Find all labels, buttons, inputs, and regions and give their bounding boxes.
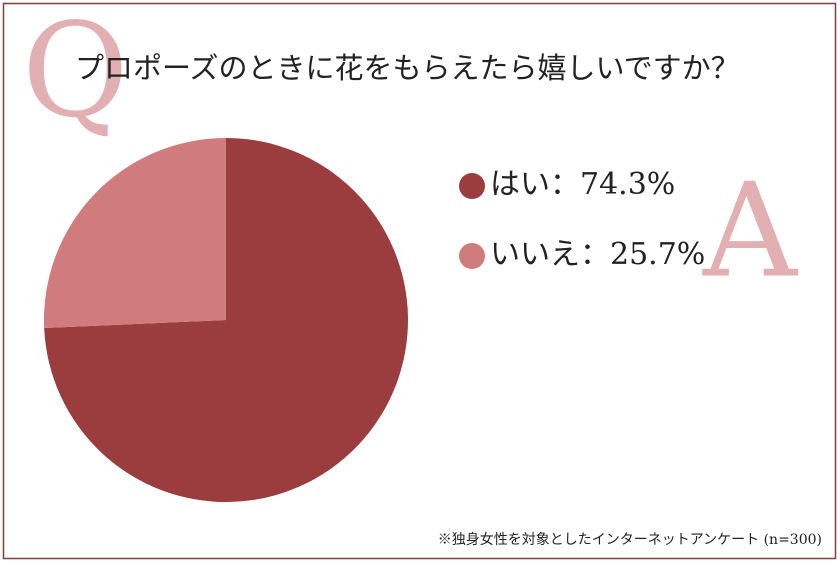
legend-label: はい: [490, 167, 550, 202]
chart-title: プロポーズのときに花をもらえたら嬉しいですか？: [75, 51, 740, 85]
legend-entry: はい：74.3%: [490, 167, 675, 202]
legend-separator: ：: [580, 237, 610, 272]
a-letter: A: [702, 155, 799, 307]
legend-value: 25.7%: [610, 237, 705, 272]
pie-slice: [43, 138, 226, 329]
legend-swatch: [459, 173, 485, 199]
footnote: ※独身女性を対象としたインターネットアンケート (n=300): [438, 531, 822, 548]
legend-separator: ：: [550, 167, 580, 202]
q-letter: Q: [22, 0, 129, 147]
legend-entry: いいえ：25.7%: [490, 237, 705, 272]
legend-label: いいえ: [490, 237, 580, 272]
legend-swatch: [459, 243, 485, 269]
legend-value: 74.3%: [580, 167, 675, 202]
pie-slice: [44, 138, 409, 502]
